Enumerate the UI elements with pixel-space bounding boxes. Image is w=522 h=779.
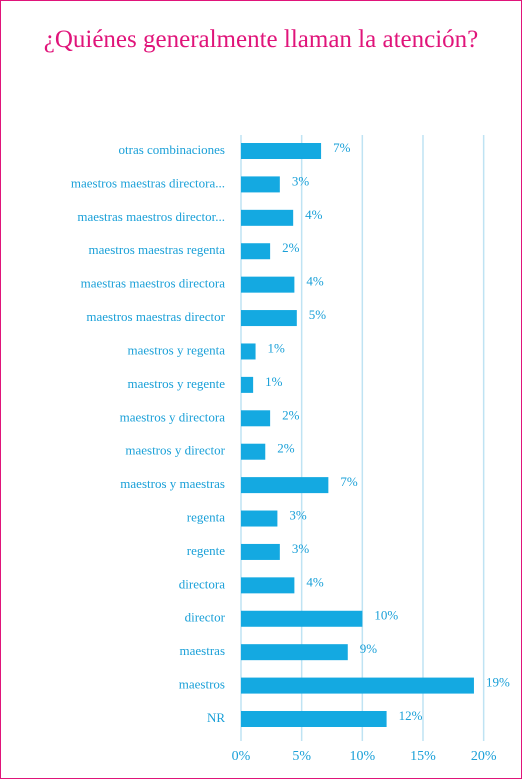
x-tick-label: 5% — [292, 749, 311, 764]
value-label: 7% — [333, 140, 351, 155]
bar — [241, 276, 295, 293]
bar — [241, 209, 294, 226]
value-label: 4% — [306, 274, 324, 289]
y-tick-label: maestras maestros directora — [81, 276, 226, 291]
value-label: 2% — [277, 441, 295, 456]
value-label: 12% — [399, 708, 423, 723]
value-label: 4% — [306, 574, 324, 589]
bar — [241, 176, 280, 193]
bar — [241, 477, 329, 494]
y-tick-label: maestros maestras director — [86, 309, 225, 324]
y-tick-label: director — [185, 610, 226, 625]
bar — [241, 310, 297, 327]
bar — [241, 443, 266, 460]
bar — [241, 610, 363, 627]
bar — [241, 711, 387, 727]
bar — [241, 644, 348, 661]
value-label: 1% — [268, 340, 286, 355]
value-label: 10% — [374, 608, 398, 623]
y-tick-label: maestros maestras regenta — [89, 242, 226, 257]
y-tick-label: maestras maestros director... — [77, 209, 225, 224]
y-tick-label: maestros y regente — [128, 376, 226, 391]
y-tick-label: regente — [187, 543, 225, 558]
value-label: 3% — [289, 508, 307, 523]
y-tick-label: otras combinaciones — [119, 142, 226, 157]
value-label: 4% — [305, 207, 323, 222]
value-label: 1% — [265, 374, 283, 389]
y-tick-label: maestros y regenta — [128, 342, 226, 357]
value-label: 3% — [292, 173, 310, 188]
bar — [241, 543, 280, 560]
bar — [241, 143, 322, 159]
y-tick-label: maestros maestras directora... — [71, 175, 225, 190]
x-tick-label: 20% — [471, 749, 497, 764]
bar — [241, 243, 271, 260]
value-label: 7% — [340, 474, 358, 489]
x-tick-label: 0% — [232, 749, 251, 764]
value-label: 9% — [360, 641, 378, 656]
y-tick-label: maestros y maestras — [120, 476, 225, 491]
value-label: 3% — [292, 541, 310, 556]
x-tick-label: 10% — [349, 749, 375, 764]
value-label: 5% — [309, 307, 327, 322]
y-tick-label: directora — [179, 576, 225, 591]
y-tick-label: maestras — [180, 643, 225, 658]
bar — [241, 343, 256, 360]
bar — [241, 677, 474, 694]
y-tick-label: maestros y directora — [120, 409, 226, 424]
y-tick-label: NR — [207, 710, 225, 725]
value-label: 2% — [282, 407, 300, 422]
value-label: 19% — [486, 675, 510, 690]
y-tick-label: regenta — [187, 510, 225, 525]
x-tick-label: 15% — [410, 749, 436, 764]
bar — [241, 577, 295, 594]
value-label: 2% — [282, 240, 300, 255]
chart-title: ¿Quiénes generalmente llaman la atención… — [43, 26, 479, 53]
bar — [241, 410, 271, 427]
bar — [241, 510, 278, 527]
y-tick-label: maestros — [179, 677, 225, 692]
y-tick-label: maestros y director — [125, 443, 225, 458]
bar — [241, 376, 254, 393]
